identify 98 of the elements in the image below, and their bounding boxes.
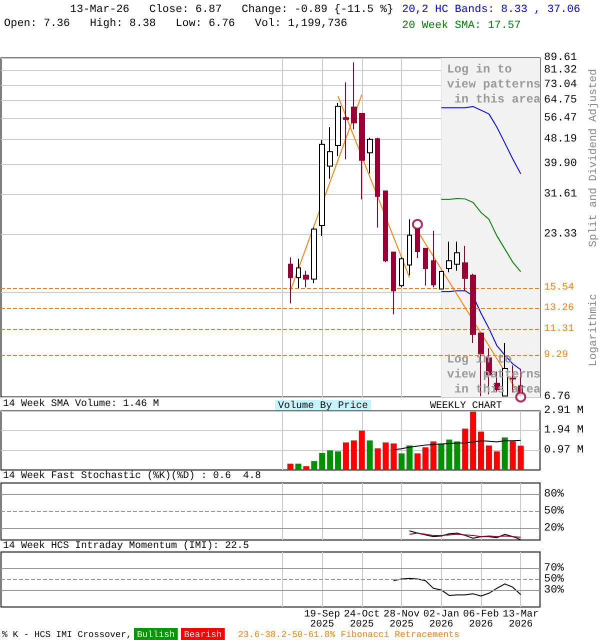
y-tick-label: 48.19	[544, 133, 578, 146]
bar	[454, 441, 460, 470]
line-series	[393, 440, 522, 450]
line-series	[440, 106, 522, 174]
candlestick	[335, 102, 341, 157]
bar	[414, 453, 420, 470]
bar	[287, 464, 294, 470]
y-tick-label: 20%	[544, 522, 564, 535]
bar	[358, 430, 365, 470]
bar	[319, 452, 326, 470]
bar	[342, 442, 349, 470]
candlestick	[383, 190, 388, 263]
x-tick-label: 19-Sep 2025	[304, 610, 340, 630]
candlestick	[327, 126, 333, 180]
candlestick	[319, 140, 325, 236]
line-series	[393, 578, 522, 596]
y-tick-label: 0.97 M	[544, 444, 584, 456]
bar	[502, 438, 508, 470]
bar	[335, 451, 342, 470]
bar	[350, 440, 357, 470]
text: 20 Week SMA: 17.57	[402, 20, 521, 32]
bar	[478, 432, 484, 470]
candlestick	[407, 218, 412, 276]
candlestick	[454, 241, 460, 272]
y-tick-label: 39.90	[544, 158, 578, 170]
y-tick-label: 81.32	[544, 64, 578, 77]
y-tick-label: 89.61	[544, 52, 578, 64]
ref-line-label: 11.31	[544, 324, 574, 335]
chart-title: 14 Week HCS Intraday Momentum (IMI): 22.5	[3, 540, 250, 552]
x-tick-label: 06-Feb 2026	[462, 608, 499, 630]
text: Bullish	[137, 630, 175, 640]
candlestick	[462, 245, 468, 292]
ref-line-label: 9.29	[544, 350, 568, 361]
chart-title: 14 Week Fast Stochastic (%K)(%D) : 0.6 4.8	[3, 470, 262, 482]
x-tick-label: 02-Jan 2026	[423, 610, 460, 630]
bar	[422, 447, 428, 470]
annotation: Volume By Price	[278, 400, 368, 412]
candlestick	[446, 241, 452, 273]
chart-title: 14 Week SMA Volume: 1.46 M	[3, 398, 160, 410]
candlestick	[423, 248, 428, 286]
bar	[494, 451, 500, 470]
text: 23.6-38.2-50-61.8% Fibonacci Retracements	[238, 630, 460, 640]
candlestick	[288, 256, 293, 304]
y-tick-label: 23.33	[544, 228, 578, 241]
text: 20,2 HC Bands: 8.33 , 37.06	[402, 4, 580, 16]
candlestick	[367, 137, 373, 174]
candlestick	[296, 258, 301, 289]
bar	[462, 428, 468, 470]
y-tick-label: 80%	[544, 488, 564, 500]
y-tick-label: 30%	[544, 584, 564, 596]
bar	[486, 445, 492, 470]
ref-line-label: 13.26	[544, 303, 574, 314]
bar	[470, 412, 476, 470]
candlestick	[343, 82, 349, 160]
bar	[295, 464, 302, 470]
bar	[327, 450, 334, 470]
line-series	[440, 198, 522, 272]
y-tick-label: 73.04	[544, 78, 578, 91]
candlestick	[470, 273, 476, 344]
candlestick	[391, 252, 396, 315]
candlestick	[399, 256, 404, 288]
chart-subtitle: Open: 7.36 High: 8.38 Low: 6.76 Vol: 1,199,736	[4, 18, 348, 30]
candlestick	[303, 270, 309, 288]
y-tick-label: 1.94 M	[544, 424, 584, 437]
annotation: WEEKLY CHART	[430, 401, 502, 412]
bar	[382, 442, 389, 470]
line-series	[440, 290, 522, 370]
bar	[390, 443, 397, 470]
y-tick-label: 50%	[544, 574, 564, 586]
candlestick	[439, 270, 444, 290]
candlestick	[311, 227, 317, 284]
bar	[366, 440, 373, 470]
ref-line-label: 15.54	[544, 282, 574, 294]
text: Logarithmic	[588, 294, 600, 366]
bar	[303, 466, 310, 470]
text: % K - HCS IMI Crossover,	[2, 630, 132, 640]
y-tick-label: 50%	[544, 506, 564, 518]
x-tick-label: 28-Nov 2025	[384, 610, 420, 630]
x-tick-label: 24-Oct 2025	[344, 610, 380, 630]
candlestick	[351, 62, 357, 130]
chart-title: 13-Mar-26 Close: 6.87 Change: -0.89 {-11.5 %}	[70, 4, 394, 16]
y-tick-label: 56.47	[544, 112, 578, 125]
x-tick-label: 13-Mar 2026	[502, 610, 539, 630]
bar	[398, 453, 405, 470]
candlestick	[359, 112, 365, 200]
bar	[406, 445, 413, 470]
y-axis-title: Split and Dividend Adjusted	[588, 68, 600, 248]
y-tick-label: 64.75	[544, 94, 578, 107]
text: Bearish	[184, 630, 222, 640]
y-tick-label: 31.61	[544, 188, 578, 201]
candlestick	[375, 137, 380, 228]
bar	[430, 441, 436, 470]
y-tick-label: 70%	[544, 562, 564, 574]
candlestick	[431, 230, 436, 288]
y-tick-label: 6.76	[544, 391, 570, 403]
bar	[374, 448, 381, 470]
y-tick-label: 2.91 M	[544, 405, 584, 417]
bar	[311, 461, 318, 470]
